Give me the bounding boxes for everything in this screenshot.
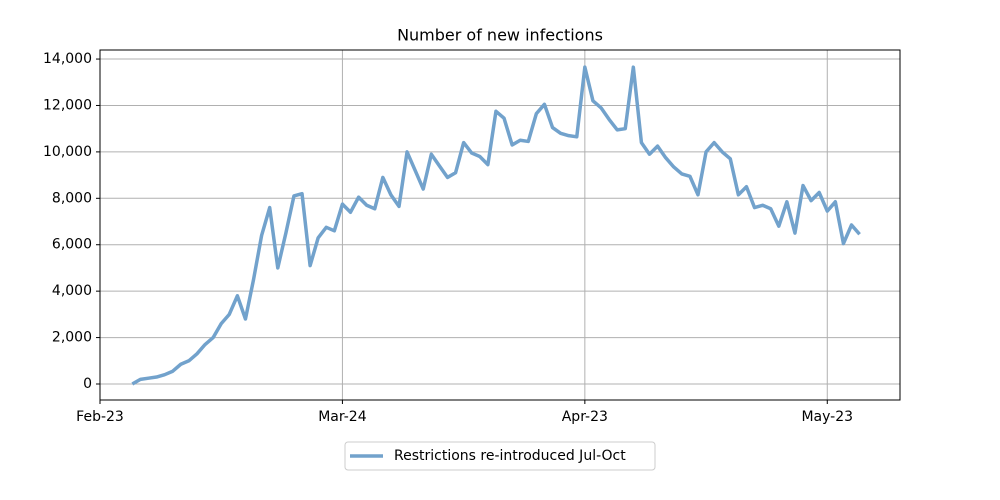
- y-tick-label: 14,000: [43, 51, 92, 67]
- y-tick-label: 8,000: [52, 190, 92, 206]
- chart-title: Number of new infections: [397, 26, 603, 45]
- x-tick-label: Mar-24: [318, 409, 366, 425]
- legend-box: [344, 441, 656, 471]
- y-tick-label: 0: [83, 376, 92, 392]
- legend-label: Restrictions re-introduced Jul-Oct: [394, 448, 626, 464]
- y-tick-label: 12,000: [43, 97, 92, 113]
- plot-frame: [99, 49, 901, 401]
- x-tick-label: Apr-23: [562, 409, 608, 425]
- y-tick-label: 10,000: [43, 144, 92, 160]
- x-tick-label: Feb-23: [76, 409, 124, 425]
- y-tick-label: 6,000: [52, 237, 92, 253]
- data-line: [131, 65, 861, 386]
- y-tick-label: 4,000: [52, 283, 92, 299]
- x-tick-label: May-23: [801, 409, 853, 425]
- y-tick-label: 2,000: [52, 330, 92, 346]
